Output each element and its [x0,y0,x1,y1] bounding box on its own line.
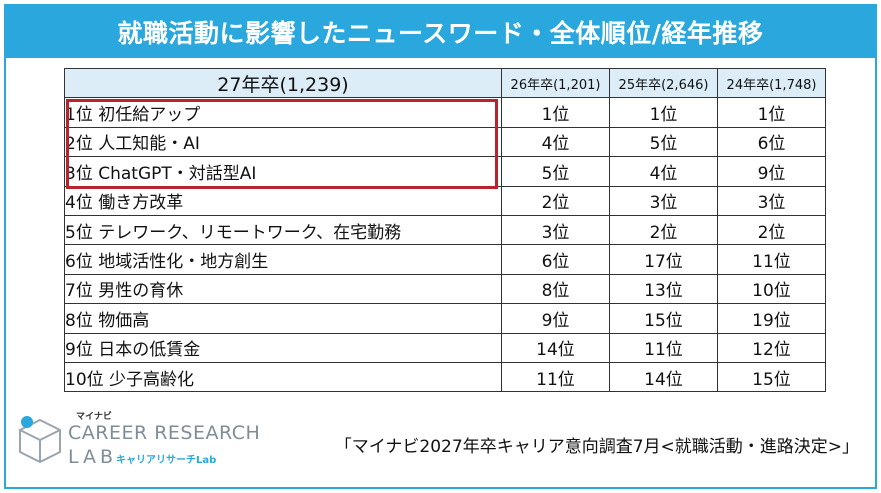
row-val-24: 11位 [717,244,826,275]
header-27: 27年卒(1,239) [64,67,502,99]
row-val-26: 2位 [501,185,610,216]
row-val-25: 13位 [609,273,718,305]
row-val-25: 1位 [609,97,718,128]
row-val-24: 10位 [717,273,826,305]
row-val-25: 2位 [609,214,718,246]
row-val-24: 9位 [717,156,826,187]
row-val-26: 8位 [501,273,610,305]
row-val-26: 9位 [501,303,610,334]
row-val-24: 3位 [717,185,826,216]
logo-career-research: CAREER RESEARCH [68,422,261,444]
row-val-26: 5位 [501,156,610,187]
row-name: 3位 ChatGPT・対話型AI [64,156,502,187]
header-24: 24年卒(1,748) [717,67,826,99]
table-row: 1位 初任給アップ 1位 1位 1位 [64,97,826,128]
career-research-lab-logo: マイナビ CAREER RESEARCH LAB キャリアリサーチLab [16,408,260,474]
cube-logo-icon [19,416,61,464]
row-name: 7位 男性の育休 [64,273,502,305]
table-row: 4位 働き方改革 2位 3位 3位 [64,185,826,216]
row-val-25: 14位 [609,361,718,393]
row-val-24: 19位 [717,303,826,334]
row-val-24: 1位 [717,97,826,128]
row-name: 5位 テレワーク、リモートワーク、在宅勤務 [64,214,502,246]
source-citation: 「マイナビ2027年卒キャリア意向調査7月<就職活動・進路決定>」 [334,437,859,457]
table-row: 10位 少子高齢化 11位 14位 15位 [64,361,826,393]
slide-title: 就職活動に影響したニュースワード・全体順位/経年推移 [117,19,764,48]
row-val-26: 3位 [501,214,610,246]
row-val-25: 3位 [609,185,718,216]
row-val-24: 2位 [717,214,826,246]
row-val-24: 15位 [717,361,826,393]
row-val-24: 12位 [717,332,826,363]
row-val-26: 11位 [501,361,610,393]
row-val-26: 1位 [501,97,610,128]
row-name: 6位 地域活性化・地方創生 [64,244,502,275]
row-val-26: 4位 [501,126,610,158]
row-name: 2位 人工知能・AI [64,126,502,158]
logo-kana: キャリアリサーチLab [116,455,217,466]
table-row: 9位 日本の低賃金 14位 11位 12位 [64,332,826,363]
row-name: 4位 働き方改革 [64,185,502,216]
row-val-25: 17位 [609,244,718,275]
row-val-25: 4位 [609,156,718,187]
table-row: 6位 地域活性化・地方創生 6位 17位 11位 [64,244,826,275]
row-val-26: 6位 [501,244,610,275]
header-26: 26年卒(1,201) [501,67,610,99]
row-name: 9位 日本の低賃金 [64,332,502,363]
row-name: 8位 物価高 [64,303,502,334]
row-val-26: 14位 [501,332,610,363]
table-row: 8位 物価高 9位 15位 19位 [64,303,826,334]
ranking-table: 27年卒(1,239) 26年卒(1,201) 25年卒(2,646) 24年卒… [64,67,826,393]
title-bar: 就職活動に影響したニュースワード・全体順位/経年推移 [6,6,875,58]
header-25: 25年卒(2,646) [609,67,718,99]
row-val-25: 11位 [609,332,718,363]
row-name: 10位 少子高齢化 [64,361,502,393]
row-val-24: 6位 [717,126,826,158]
logo-lab: LAB [68,446,118,468]
table-row: 7位 男性の育休 8位 13位 10位 [64,273,826,305]
table-row: 2位 人工知能・AI 4位 5位 6位 [64,126,826,158]
row-name: 1位 初任給アップ [64,97,502,128]
table-row: 3位 ChatGPT・対話型AI 5位 4位 9位 [64,156,826,187]
table-header-row: 27年卒(1,239) 26年卒(1,201) 25年卒(2,646) 24年卒… [64,67,826,99]
logo-mynavi: マイナビ [76,412,112,422]
table-row: 5位 テレワーク、リモートワーク、在宅勤務 3位 2位 2位 [64,214,826,246]
row-val-25: 5位 [609,126,718,158]
row-val-25: 15位 [609,303,718,334]
